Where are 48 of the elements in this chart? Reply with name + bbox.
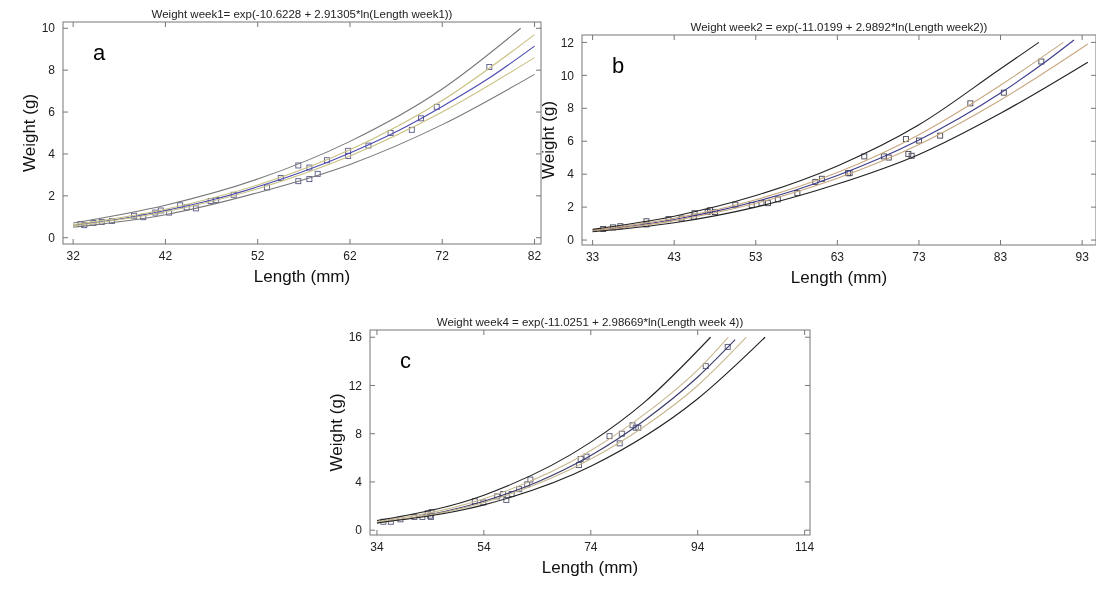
y-tick-label: 4 (567, 167, 575, 182)
y-tick-label: 12 (560, 35, 575, 50)
x-axis-title: Length (mm) (790, 268, 888, 287)
x-tick-label: 32 (66, 249, 81, 263)
y-tick-label: 0 (355, 523, 363, 538)
y-tick-label: 8 (48, 63, 56, 78)
x-tick-label: 73 (912, 250, 926, 264)
x-tick-label: 53 (749, 250, 763, 264)
x-axis-title: Length (mm) (541, 558, 639, 577)
x-tick-label: 74 (584, 540, 598, 554)
x-tick-label: 54 (477, 540, 491, 554)
y-tick-label: 0 (48, 230, 56, 245)
y-tick-label: 0 (567, 233, 575, 248)
x-tick-label: 82 (527, 249, 542, 263)
x-tick-label: 93 (1075, 250, 1090, 264)
x-tick-label: 83 (993, 250, 1008, 264)
y-tick-label: 10 (560, 68, 575, 83)
y-tick-label: 2 (567, 200, 575, 215)
y-tick-label: 2 (48, 189, 56, 204)
x-tick-label: 52 (251, 249, 265, 263)
x-tick-label: 34 (370, 540, 384, 554)
x-axis-title: Length (mm) (253, 267, 351, 286)
y-tick-label: 12 (348, 378, 363, 393)
x-tick-label: 33 (585, 250, 600, 264)
annotation: b (612, 53, 625, 78)
y-tick-label: 8 (567, 101, 575, 116)
y-tick-label: 6 (567, 134, 575, 149)
chart-title: Weight week2 = exp(-11.0199 + 2.9892*ln(Length week2)) (690, 21, 988, 33)
x-tick-label: 43 (667, 250, 682, 264)
y-tick-label: 10 (41, 21, 56, 36)
y-axis-title: Weight (g) (539, 100, 558, 180)
y-tick-label: 16 (348, 330, 363, 345)
x-tick-label: 94 (691, 540, 705, 554)
y-tick-label: 4 (355, 475, 363, 490)
chart-title: Weight week1= exp(-10.6228 + 2.91305*ln(Length week1)) (151, 8, 453, 20)
annotation: a (93, 40, 106, 65)
x-tick-label: 42 (158, 249, 173, 263)
x-tick-label: 62 (343, 249, 357, 263)
y-tick-label: 4 (48, 147, 56, 162)
chart-title: Weight week4 = exp(-11.0251 + 2.98669*ln(Length week 4)) (436, 316, 744, 328)
y-tick-label: 6 (48, 105, 56, 120)
y-axis-title: Weight (g) (20, 93, 39, 173)
x-tick-label: 114 (795, 540, 815, 554)
y-axis-title: Weight (g) (327, 393, 346, 472)
x-tick-label: 63 (830, 250, 845, 264)
x-tick-label: 72 (435, 249, 450, 263)
y-tick-label: 8 (355, 426, 363, 441)
annotation: c (400, 348, 411, 373)
